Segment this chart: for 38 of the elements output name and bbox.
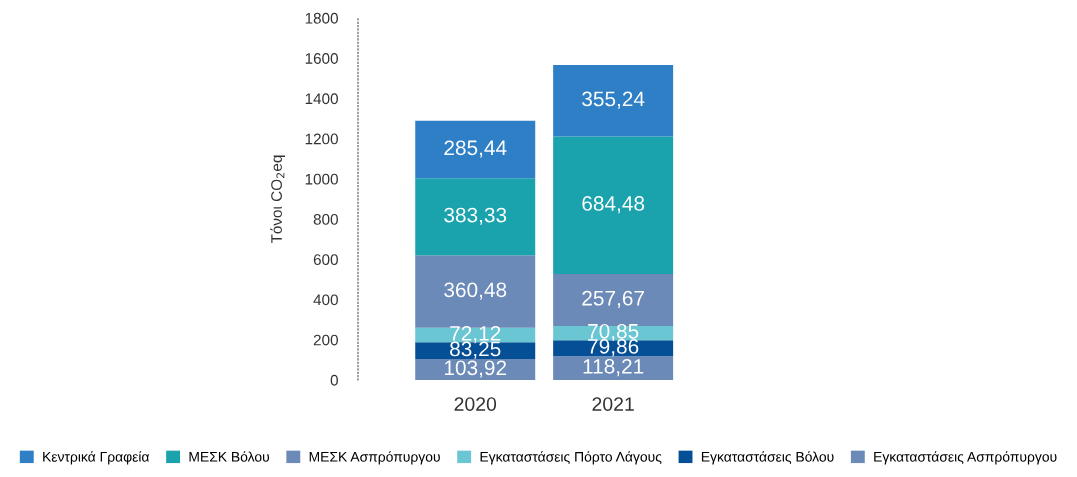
bar bbox=[553, 274, 674, 326]
legend-label: Εγκαταστάσεις Βόλου bbox=[701, 451, 834, 465]
y-tick-label: 1400 bbox=[305, 93, 338, 105]
y-tick-label: 600 bbox=[313, 254, 338, 266]
data-label: 118,21 bbox=[583, 358, 644, 377]
bar bbox=[415, 342, 536, 360]
y-tick-label: 400 bbox=[313, 294, 338, 306]
data-label: 360,48 bbox=[444, 282, 507, 300]
y-tick-label: 1200 bbox=[305, 133, 338, 145]
legend-label: ΜΕΣΚ Ασπρόπυργου bbox=[309, 451, 440, 465]
y-tick-label: 1600 bbox=[305, 53, 338, 64]
bar bbox=[415, 178, 536, 256]
y-tick-label: 200 bbox=[313, 334, 338, 346]
bar bbox=[415, 120, 536, 179]
x-tick-label: 2020 bbox=[454, 397, 497, 411]
bar bbox=[553, 136, 674, 275]
data-label: 684,48 bbox=[582, 196, 645, 214]
data-label: 103,92 bbox=[444, 360, 507, 378]
legend-label: Εγκαταστάσεις Ασπρόπυργου bbox=[874, 451, 1057, 465]
bar bbox=[415, 255, 536, 328]
data-label: 70,85 bbox=[588, 323, 639, 342]
legend-label: Κεντρικά Γραφεία bbox=[43, 451, 150, 465]
bar bbox=[415, 359, 536, 380]
y-tick-label: 800 bbox=[313, 213, 338, 225]
data-label: 383,33 bbox=[444, 207, 507, 225]
y-tick-label: 1000 bbox=[305, 173, 338, 185]
data-label: 285,44 bbox=[444, 140, 507, 158]
x-tick-label: 2021 bbox=[592, 397, 634, 411]
bar bbox=[553, 65, 674, 137]
data-label: 257,67 bbox=[582, 290, 644, 309]
data-label: 355,24 bbox=[582, 91, 645, 109]
legend-label: Εγκαταστάσεις Πόρτο Λάγους bbox=[480, 451, 662, 465]
legend-label: ΜΕΣΚ Βόλου bbox=[189, 451, 270, 462]
bar bbox=[553, 356, 674, 380]
y-tick-label: 0 bbox=[330, 374, 338, 386]
data-label: 79,86 bbox=[588, 339, 639, 357]
y-axis-title: Τόνοι CO$_{2}$eq bbox=[270, 155, 285, 244]
y-tick-label: 1800 bbox=[305, 12, 338, 24]
